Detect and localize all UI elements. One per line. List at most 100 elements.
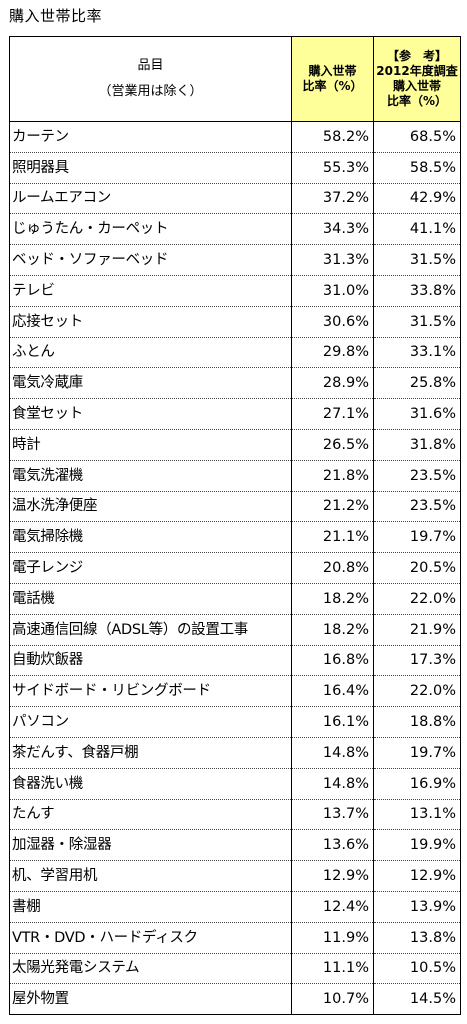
- rate-cell: 55.3%: [291, 151, 374, 184]
- rate-cell: 14.8%: [291, 736, 374, 769]
- item-name-cell: 机、学習用机: [9, 860, 292, 892]
- item-name-cell: 応接セット: [9, 305, 292, 338]
- rate-column-header: 購入世帯 比率（%）: [291, 36, 374, 122]
- item-name-cell: ふとん: [9, 336, 292, 369]
- reference-rate-cell: 18.8%: [373, 706, 461, 738]
- rate-cell: 26.5%: [291, 428, 374, 461]
- rate-cell: 30.6%: [291, 305, 374, 338]
- item-name-cell: 書棚: [9, 890, 292, 923]
- reference-rate-cell: 21.9%: [373, 613, 461, 646]
- table-row: ルームエアコン 37.2% 42.9%: [9, 182, 461, 215]
- rate-cell: 13.6%: [291, 829, 374, 862]
- table-row: 自動炊飯器 16.8% 17.3%: [9, 644, 461, 677]
- reference-rate-cell: 58.5%: [373, 151, 461, 184]
- rate-cell: 27.1%: [291, 398, 374, 430]
- item-name-cell: じゅうたん・カーペット: [9, 213, 292, 246]
- item-name-cell: パソコン: [9, 706, 292, 738]
- table-row: 机、学習用机 12.9% 12.9%: [9, 860, 461, 892]
- item-name-cell: 電子レンジ: [9, 552, 292, 584]
- reference-column-header: 【参 考】 2012年度調査 購入世帯 比率（%）: [373, 36, 461, 122]
- table-row: 食器洗い機 14.8% 16.9%: [9, 767, 461, 800]
- item-name-cell: 電気冷蔵庫: [9, 367, 292, 400]
- rate-cell: 11.9%: [291, 921, 374, 954]
- item-name-cell: 茶だんす、食器戸棚: [9, 736, 292, 769]
- reference-rate-cell: 41.1%: [373, 213, 461, 246]
- table-row: 屋外物置 10.7% 14.5%: [9, 983, 461, 1016]
- rate-cell: 21.2%: [291, 490, 374, 523]
- rate-cell: 16.4%: [291, 675, 374, 708]
- reference-rate-cell: 20.5%: [373, 552, 461, 584]
- rate-cell: 11.1%: [291, 952, 374, 985]
- item-name-cell: 電話機: [9, 582, 292, 615]
- item-name-cell: 照明器具: [9, 151, 292, 184]
- item-name-cell: ルームエアコン: [9, 182, 292, 215]
- table-body: カーテン 58.2% 68.5% 照明器具 55.3% 58.5% ルームエアコン 37.2%…: [9, 121, 461, 1016]
- rate-cell: 28.9%: [291, 367, 374, 400]
- item-name-cell: サイドボード・リビングボード: [9, 675, 292, 708]
- reference-rate-cell: 16.9%: [373, 767, 461, 800]
- item-name-cell: ベッド・ソファーベッド: [9, 244, 292, 276]
- table-row: 太陽光発電システム 11.1% 10.5%: [9, 952, 461, 985]
- reference-rate-cell: 31.6%: [373, 398, 461, 430]
- table-row: カーテン 58.2% 68.5%: [9, 121, 461, 153]
- reference-header-line3: 購入世帯: [392, 79, 441, 93]
- reference-rate-cell: 23.5%: [373, 490, 461, 523]
- item-name-cell: 時計: [9, 428, 292, 461]
- reference-rate-cell: 31.5%: [373, 244, 461, 276]
- rate-cell: 31.3%: [291, 244, 374, 276]
- reference-rate-cell: 17.3%: [373, 644, 461, 677]
- table-row: 応接セット 30.6% 31.5%: [9, 305, 461, 338]
- rate-cell: 16.1%: [291, 706, 374, 738]
- table-row: たんす 13.7% 13.1%: [9, 798, 461, 831]
- reference-rate-cell: 13.1%: [373, 798, 461, 831]
- item-name-cell: たんす: [9, 798, 292, 831]
- item-column-header: 品目 （営業用は除く）: [9, 36, 292, 122]
- reference-rate-cell: 22.0%: [373, 582, 461, 615]
- reference-header-line4: 比率（%）: [386, 94, 448, 108]
- table-row: ベッド・ソファーベッド 31.3% 31.5%: [9, 244, 461, 276]
- rate-cell: 21.1%: [291, 521, 374, 554]
- rate-cell: 20.8%: [291, 552, 374, 584]
- rate-cell: 14.8%: [291, 767, 374, 800]
- item-name-cell: 食堂セット: [9, 398, 292, 430]
- table-row: 書棚 12.4% 13.9%: [9, 890, 461, 923]
- table-row: 電気洗濯機 21.8% 23.5%: [9, 459, 461, 492]
- table-header-row: 品目 （営業用は除く） 購入世帯 比率（%） 【参 考】 2012年度調査 購入…: [9, 36, 461, 122]
- item-name-cell: 温水洗浄便座: [9, 490, 292, 523]
- rate-header-line2: 比率（%）: [302, 79, 363, 93]
- table-row: 温水洗浄便座 21.2% 23.5%: [9, 490, 461, 523]
- rate-cell: 21.8%: [291, 459, 374, 492]
- rate-cell: 16.8%: [291, 644, 374, 677]
- reference-rate-cell: 33.8%: [373, 274, 461, 307]
- rate-cell: 13.7%: [291, 798, 374, 831]
- table-row: VTR・DVD・ハードディスク 11.9% 13.8%: [9, 921, 461, 954]
- table-row: 電子レンジ 20.8% 20.5%: [9, 552, 461, 584]
- rate-cell: 29.8%: [291, 336, 374, 369]
- rate-cell: 10.7%: [291, 983, 374, 1016]
- reference-rate-cell: 19.7%: [373, 521, 461, 554]
- rate-cell: 34.3%: [291, 213, 374, 246]
- reference-rate-cell: 23.5%: [373, 459, 461, 492]
- item-header-label: 品目: [137, 58, 164, 73]
- reference-rate-cell: 10.5%: [373, 952, 461, 985]
- rate-cell: 37.2%: [291, 182, 374, 215]
- reference-rate-cell: 31.8%: [373, 428, 461, 461]
- table-row: 電気掃除機 21.1% 19.7%: [9, 521, 461, 554]
- reference-rate-cell: 25.8%: [373, 367, 461, 400]
- reference-rate-cell: 13.9%: [373, 890, 461, 923]
- rate-cell: 58.2%: [291, 121, 374, 153]
- table-row: 食堂セット 27.1% 31.6%: [9, 398, 461, 430]
- reference-rate-cell: 19.9%: [373, 829, 461, 862]
- table-row: 茶だんす、食器戸棚 14.8% 19.7%: [9, 736, 461, 769]
- table-row: 時計 26.5% 31.8%: [9, 428, 461, 461]
- item-name-cell: 屋外物置: [9, 983, 292, 1016]
- item-name-cell: テレビ: [9, 274, 292, 307]
- table-row: パソコン 16.1% 18.8%: [9, 706, 461, 738]
- reference-rate-cell: 33.1%: [373, 336, 461, 369]
- item-name-cell: 電気掃除機: [9, 521, 292, 554]
- reference-rate-cell: 19.7%: [373, 736, 461, 769]
- item-name-cell: 高速通信回線（ADSL等）の設置工事: [9, 613, 292, 646]
- table-row: テレビ 31.0% 33.8%: [9, 274, 461, 307]
- table-row: ふとん 29.8% 33.1%: [9, 336, 461, 369]
- item-name-cell: 食器洗い機: [9, 767, 292, 800]
